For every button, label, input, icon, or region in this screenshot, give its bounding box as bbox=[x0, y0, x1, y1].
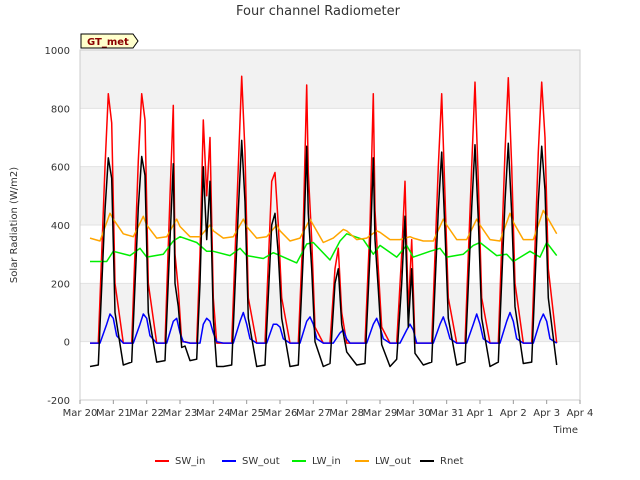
x-tick-label: Apr 2 bbox=[500, 408, 527, 419]
legend: SW_in SW_out LW_in LW_out Rnet bbox=[155, 456, 463, 467]
background-bands bbox=[80, 50, 580, 342]
x-tick-label: Apr 4 bbox=[567, 408, 594, 419]
x-tick-label: Apr 3 bbox=[533, 408, 560, 419]
x-tick-label: Mar 28 bbox=[329, 408, 364, 419]
series-line-sw-out bbox=[90, 311, 558, 344]
legend-label: Rnet bbox=[440, 456, 463, 467]
y-tick-label: 200 bbox=[51, 279, 70, 290]
x-tick-label: Mar 30 bbox=[396, 408, 431, 419]
legend-label: LW_in bbox=[312, 456, 341, 467]
x-tick-label: Mar 20 bbox=[63, 408, 98, 419]
y-tick-labels: -200 0 200 400 600 800 1000 bbox=[45, 46, 70, 407]
y-axis-label: Solar Radiation (W/m2) bbox=[9, 167, 20, 283]
plot-area-border bbox=[79, 49, 581, 401]
series-line-sw-in bbox=[90, 75, 558, 344]
legend-label: SW_in bbox=[175, 456, 205, 467]
x-axis-label: Time bbox=[553, 425, 578, 436]
y-tick-label: 0 bbox=[64, 338, 70, 349]
chart-title: Four channel Radiometer bbox=[236, 4, 401, 19]
legend-item-sw-in: SW_in bbox=[155, 456, 205, 467]
legend-label: SW_out bbox=[242, 456, 280, 467]
legend-item-lw-in: LW_in bbox=[292, 456, 341, 467]
x-tick-label: Mar 22 bbox=[129, 408, 164, 419]
gt-met-badge: GT_met bbox=[80, 33, 139, 49]
y-tick-label: 600 bbox=[51, 163, 70, 174]
badge-label: GT_met bbox=[87, 37, 129, 48]
y-tick-label: 400 bbox=[51, 221, 70, 232]
background-band bbox=[80, 166, 580, 225]
legend-item-rnet: Rnet bbox=[420, 456, 463, 467]
legend-item-lw-out: LW_out bbox=[355, 456, 411, 467]
x-tick-label: Apr 1 bbox=[467, 408, 494, 419]
x-tick-label: Mar 26 bbox=[263, 408, 298, 419]
x-tick-label: Mar 29 bbox=[363, 408, 398, 419]
x-tick-label: Mar 24 bbox=[196, 408, 231, 419]
x-tick-label: Mar 27 bbox=[296, 408, 331, 419]
x-tick-label: Mar 21 bbox=[96, 408, 131, 419]
legend-label: LW_out bbox=[375, 456, 411, 467]
badge-box bbox=[80, 33, 139, 49]
y-tick-label: -200 bbox=[47, 396, 70, 407]
legend-item-sw-out: SW_out bbox=[222, 456, 280, 467]
background-band bbox=[80, 50, 580, 109]
x-tick-label: Mar 25 bbox=[229, 408, 264, 419]
series-layer bbox=[89, 75, 558, 368]
y-tick-label: 800 bbox=[51, 104, 70, 115]
series-line-lw-in bbox=[90, 233, 558, 264]
y-tick-label: 1000 bbox=[45, 46, 70, 57]
x-tick-label: Mar 23 bbox=[163, 408, 198, 419]
x-tick-label: Mar 31 bbox=[429, 408, 464, 419]
series-line-rnet bbox=[89, 139, 558, 368]
